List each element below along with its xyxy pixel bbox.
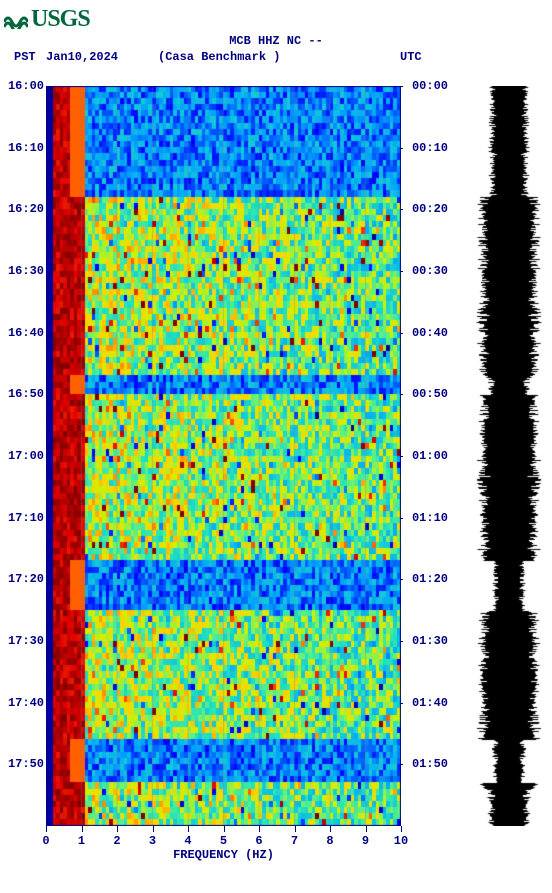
ytick-left: 16:00 xyxy=(4,79,44,93)
ytick-left: 17:40 xyxy=(4,696,44,710)
chart-title-line1: MCB HHZ NC -- xyxy=(0,34,552,48)
logo-text: USGS xyxy=(31,6,90,33)
spectrogram-plot xyxy=(46,86,401,826)
xtick-label: 1 xyxy=(78,834,85,848)
ytick-right: 00:10 xyxy=(404,141,448,155)
right-tz-label: UTC xyxy=(400,50,422,64)
ytick-left: 17:00 xyxy=(4,449,44,463)
ytick-left: 16:10 xyxy=(4,141,44,155)
xtick-label: 2 xyxy=(113,834,120,848)
ytick-right: 01:40 xyxy=(404,696,448,710)
ytick-left: 17:30 xyxy=(4,634,44,648)
xtick-label: 9 xyxy=(362,834,369,848)
ytick-right: 00:00 xyxy=(404,79,448,93)
ytick-right: 00:20 xyxy=(404,202,448,216)
yaxis-right: 00:0000:1000:2000:3000:4000:5001:0001:10… xyxy=(404,86,448,826)
ytick-left: 16:40 xyxy=(4,326,44,340)
wave-icon xyxy=(4,11,28,29)
xtick-label: 3 xyxy=(149,834,156,848)
ytick-right: 00:50 xyxy=(404,387,448,401)
ytick-left: 16:50 xyxy=(4,387,44,401)
ytick-left: 16:30 xyxy=(4,264,44,278)
ytick-left: 17:10 xyxy=(4,511,44,525)
xtick-label: 8 xyxy=(326,834,333,848)
ytick-right: 01:30 xyxy=(404,634,448,648)
ytick-left: 16:20 xyxy=(4,202,44,216)
ytick-left: 17:20 xyxy=(4,572,44,586)
ytick-right: 01:00 xyxy=(404,449,448,463)
yaxis-left: 16:0016:1016:2016:3016:4016:5017:0017:10… xyxy=(4,86,44,826)
station-label: (Casa Benchmark ) xyxy=(158,50,280,64)
date-label: Jan10,2024 xyxy=(46,50,118,64)
left-tz-label: PST xyxy=(14,50,36,64)
usgs-logo: USGS xyxy=(4,6,90,33)
ytick-right: 00:30 xyxy=(404,264,448,278)
xtick-label: 10 xyxy=(394,834,408,848)
xtick-label: 6 xyxy=(255,834,262,848)
ytick-right: 01:10 xyxy=(404,511,448,525)
xtick-label: 0 xyxy=(42,834,49,848)
ytick-right: 00:40 xyxy=(404,326,448,340)
xtick-label: 7 xyxy=(291,834,298,848)
ytick-right: 01:20 xyxy=(404,572,448,586)
xaxis: FREQUENCY (HZ) 012345678910 xyxy=(46,826,401,866)
ytick-right: 01:50 xyxy=(404,757,448,771)
xaxis-title: FREQUENCY (HZ) xyxy=(46,848,401,862)
xtick-label: 4 xyxy=(184,834,191,848)
ytick-left: 17:50 xyxy=(4,757,44,771)
waveform-plot xyxy=(470,86,548,826)
xtick-label: 5 xyxy=(220,834,227,848)
